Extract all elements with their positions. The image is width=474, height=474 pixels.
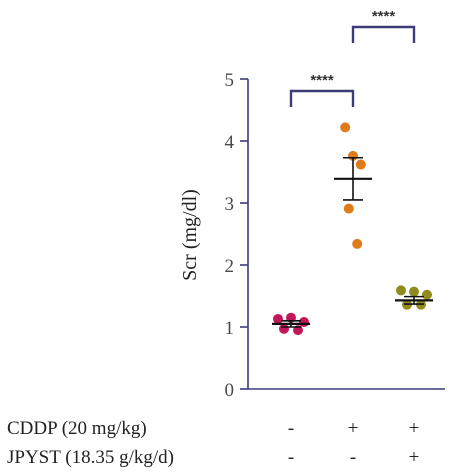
condition-label: CDDP (20 mg/kg) [7,418,147,439]
data-point [273,313,283,324]
condition-value: + [409,447,420,468]
y-tick-label: 3 [225,194,235,215]
condition-value: - [350,447,356,468]
significance-bracket [351,25,416,43]
significance-label: **** [310,72,334,89]
y-tick-label: 0 [225,380,235,401]
y-tick-label: 5 [225,70,235,91]
condition-value: - [288,418,294,439]
significance-label: **** [372,8,396,25]
y-axis-label: Scr (mg/dl) [179,189,201,281]
data-point [396,285,406,296]
y-tick-label: 4 [225,132,235,153]
data-point [352,238,363,249]
data-point [355,159,366,170]
condition-value: + [409,418,420,439]
y-tick-label: 2 [225,256,235,277]
y-tick-label: 1 [225,318,235,339]
condition-value: - [288,447,294,468]
data-point [340,122,351,133]
condition-value: + [348,418,359,439]
data-point [422,289,432,300]
data-point [343,203,354,214]
data-point [279,323,289,334]
significance-bracket [289,89,355,107]
data-point [299,317,309,328]
data-point [409,286,419,297]
condition-label: JPYST (18.35 g/kg/d) [7,447,174,468]
